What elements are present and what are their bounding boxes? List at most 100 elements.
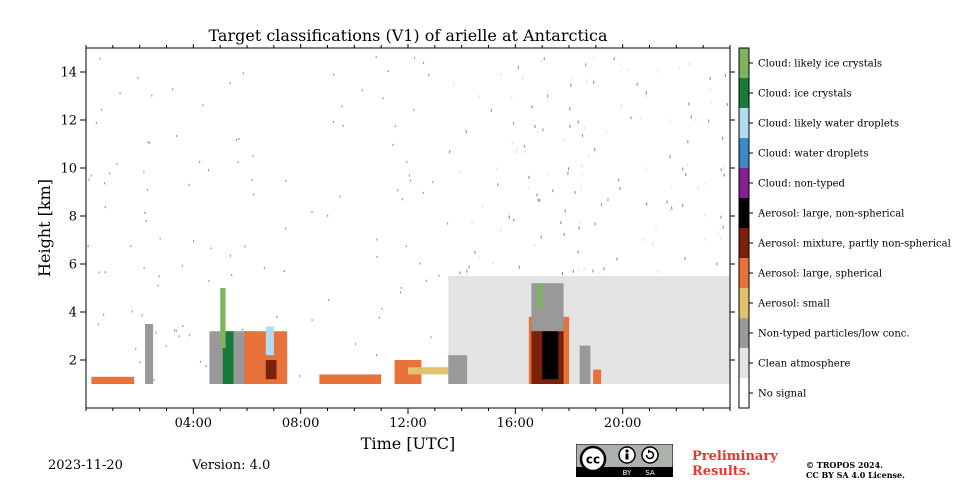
legend-swatch: [739, 168, 749, 198]
legend-label: Aerosol: large, non-spherical: [757, 209, 904, 220]
noise-pixel: [594, 222, 596, 226]
noise-pixel: [405, 245, 407, 248]
legend-swatch: [739, 138, 749, 168]
noise-pixel: [627, 68, 629, 72]
noise-pixel: [497, 183, 499, 187]
noise-pixel: [578, 226, 580, 230]
noise-pixel: [413, 108, 415, 111]
noise-pixel: [328, 299, 330, 301]
noise-pixel: [422, 191, 424, 194]
noise-pixel: [422, 61, 425, 64]
y-tick-label: 4: [69, 306, 77, 321]
noise-pixel: [593, 55, 595, 59]
noise-pixel: [90, 174, 92, 177]
noise-pixel: [235, 138, 238, 141]
noise-pixel: [188, 183, 190, 186]
noise-pixel: [619, 186, 621, 190]
noise-pixel: [332, 121, 335, 123]
class-region: [265, 326, 274, 356]
noise-pixel: [569, 107, 571, 111]
noise-pixel: [193, 240, 195, 243]
noise-pixel: [547, 94, 549, 98]
noise-pixel: [570, 83, 572, 87]
noise-pixel: [119, 92, 121, 95]
noise-pixel: [564, 138, 566, 141]
noise-pixel: [492, 261, 494, 265]
noise-pixel: [283, 270, 285, 272]
noise-pixel: [376, 238, 378, 241]
noise-pixel: [646, 202, 648, 206]
noise-pixel: [397, 189, 399, 192]
noise-pixel: [178, 335, 180, 338]
legend-swatch: [739, 198, 749, 228]
noise-pixel: [586, 79, 588, 83]
noise-pixel: [414, 56, 416, 59]
y-tick-label: 12: [60, 114, 77, 129]
noise-pixel: [658, 269, 660, 273]
noise-pixel: [584, 126, 586, 130]
noise-pixel: [709, 88, 711, 92]
noise-pixel: [521, 76, 524, 80]
plot-area: [86, 48, 731, 408]
noise-pixel: [208, 169, 210, 172]
noise-pixel: [585, 63, 587, 67]
legend-swatch: [739, 258, 749, 288]
class-region: [145, 324, 154, 384]
noise-pixel: [466, 269, 468, 273]
noise-pixel: [537, 130, 539, 134]
version-label: Version: 4.0: [192, 458, 271, 473]
noise-pixel: [703, 213, 706, 217]
noise-pixel: [229, 82, 231, 85]
noise-pixel: [419, 262, 421, 265]
noise-pixel: [237, 161, 239, 164]
noise-pixel: [285, 227, 287, 230]
noise-pixel: [709, 77, 711, 80]
noise-pixel: [199, 360, 202, 363]
noise-pixel: [697, 186, 699, 190]
noise-pixel: [478, 256, 481, 260]
noise-pixel: [580, 187, 582, 191]
x-tick-label: 20:00: [604, 416, 641, 431]
noise-pixel: [464, 128, 466, 132]
noise-pixel: [394, 125, 396, 128]
noise-pixel: [104, 271, 106, 274]
noise-pixel: [678, 66, 680, 70]
legend-swatch: [739, 318, 749, 348]
noise-pixel: [378, 316, 380, 319]
noise-pixel: [471, 220, 473, 224]
preliminary-line-1: Preliminary: [692, 449, 778, 464]
noise-pixel: [607, 198, 609, 202]
y-axis-label: Height [km]: [35, 179, 54, 277]
noise-pixel: [155, 331, 157, 334]
noise-pixel: [242, 328, 244, 331]
noise-pixel: [481, 205, 483, 208]
noise-pixel: [251, 178, 253, 181]
noise-pixel: [723, 165, 726, 169]
noise-pixel: [244, 245, 246, 248]
legend-label: Clean atmosphere: [758, 359, 851, 370]
noise-pixel: [145, 220, 147, 223]
noise-pixel: [642, 237, 644, 241]
noise-pixel: [671, 206, 673, 210]
noise-pixel: [465, 130, 467, 134]
noise-pixel: [149, 141, 151, 144]
noise-pixel: [722, 225, 724, 229]
noise-pixel: [639, 116, 641, 120]
noise-pixel: [500, 228, 502, 232]
noise-pixel: [376, 354, 378, 357]
noise-pixel: [534, 243, 536, 247]
noise-pixel: [616, 257, 618, 261]
noise-pixel: [100, 108, 103, 111]
noise-pixel: [517, 65, 519, 69]
noise-pixel: [311, 211, 313, 214]
class-region: [593, 369, 602, 384]
x-tick-label: 04:00: [175, 416, 212, 431]
noise-pixel: [95, 121, 97, 124]
noise-pixel: [561, 272, 563, 276]
legend-label: Cloud: likely ice crystals: [758, 59, 882, 70]
noise-pixel: [210, 247, 212, 250]
noise-pixel: [500, 73, 502, 76]
noise-pixel: [599, 271, 601, 274]
legend-swatch: [739, 288, 749, 318]
noise-pixel: [547, 172, 549, 176]
